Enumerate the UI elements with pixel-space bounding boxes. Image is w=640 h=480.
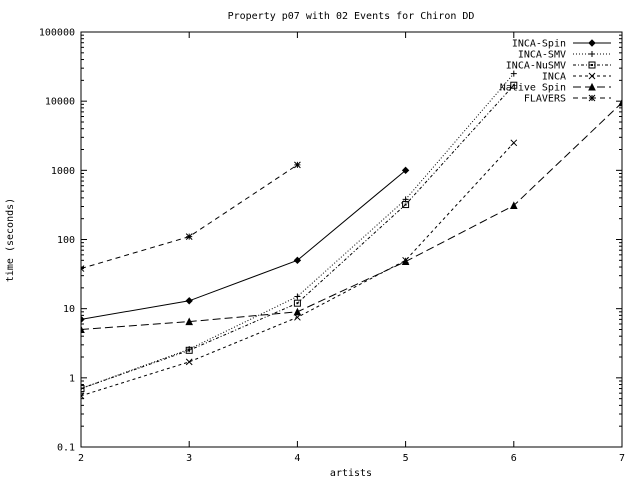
series-inca-spin	[81, 166, 410, 324]
data-point	[81, 392, 85, 400]
data-point	[185, 233, 193, 240]
series-line	[81, 164, 298, 270]
y-tick-label: 1000	[51, 166, 75, 177]
data-point	[618, 98, 622, 107]
x-tick-label: 4	[294, 453, 300, 464]
y-tick-label: 10000	[45, 97, 75, 108]
data-point	[81, 385, 85, 393]
data-point	[185, 317, 194, 326]
axes: 2 3 4 5 6 7 0.1 1 10 100 1000 10000 100000	[39, 28, 625, 465]
data-point	[293, 299, 301, 307]
y-tick-label: 0.1	[57, 443, 75, 454]
data-point	[81, 385, 84, 392]
data-point	[588, 94, 596, 102]
series-line	[81, 169, 406, 320]
data-point	[588, 72, 596, 80]
legend-entry: FLAVERS	[524, 94, 611, 105]
series-flavers	[81, 161, 301, 272]
series-line	[81, 142, 515, 397]
series-inca-smv	[81, 70, 517, 392]
legend-label: INCA-SMV	[518, 50, 566, 61]
series-line	[81, 102, 622, 330]
legend-label: INCA	[542, 72, 566, 83]
legend-label: FLAVERS	[524, 94, 566, 105]
data-point	[81, 315, 85, 324]
data-point	[294, 293, 301, 300]
series-line	[81, 73, 515, 390]
legend-entry: Native Spin	[500, 83, 611, 94]
legend-entry: INCA-Spin	[512, 39, 611, 50]
series-inca	[81, 139, 518, 400]
data-point	[589, 51, 595, 57]
data-point	[401, 166, 410, 175]
x-tick-label: 7	[619, 453, 625, 464]
legend-label: INCA-NuSMV	[506, 61, 566, 72]
data-point	[510, 139, 518, 147]
data-point	[588, 61, 596, 69]
series-layer	[81, 70, 622, 400]
legend-entry: INCA-NuSMV	[506, 61, 611, 72]
y-tick-label: 1	[69, 373, 75, 384]
series-line	[81, 84, 515, 390]
y-tick-label: 100000	[39, 28, 75, 39]
x-tick-label: 2	[78, 453, 84, 464]
data-point	[510, 70, 517, 77]
x-tick-label: 6	[511, 453, 517, 464]
legend-entry: INCA	[542, 72, 611, 83]
y-tick-label: 10	[63, 304, 75, 315]
y-tick-label: 100	[57, 235, 75, 246]
y-axis-label: time (seconds)	[5, 198, 16, 282]
data-point	[588, 39, 596, 47]
legend-label: INCA-Spin	[512, 39, 566, 50]
data-point	[293, 256, 302, 265]
series-inca-nusmv	[81, 81, 518, 393]
x-tick-label: 3	[186, 453, 192, 464]
x-axis-label: artists	[330, 468, 372, 479]
data-point	[401, 257, 410, 266]
data-point	[185, 358, 193, 366]
data-point	[81, 325, 85, 333]
legend-label: Native Spin	[500, 83, 566, 94]
data-point	[185, 297, 193, 305]
data-point	[510, 81, 518, 89]
x-tick-label: 5	[403, 453, 409, 464]
data-point	[402, 201, 410, 209]
legend-entry: INCA-SMV	[518, 50, 611, 61]
chart-title: Property p07 with 02 Events for Chiron D…	[228, 11, 475, 22]
data-point	[509, 201, 518, 210]
series-native-spin	[81, 98, 622, 333]
data-point	[81, 265, 85, 272]
data-point	[294, 161, 301, 169]
data-point	[185, 346, 193, 354]
data-point	[588, 82, 596, 91]
data-point	[293, 307, 302, 316]
